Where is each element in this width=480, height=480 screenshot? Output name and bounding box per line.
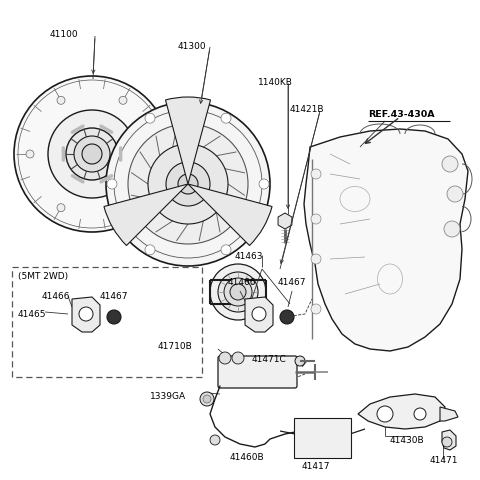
Circle shape [178,175,198,194]
Text: 41466: 41466 [42,291,71,300]
Circle shape [221,114,231,124]
Circle shape [377,406,393,422]
FancyArrowPatch shape [72,177,83,182]
FancyBboxPatch shape [294,418,351,458]
Wedge shape [188,185,272,246]
Circle shape [447,187,463,203]
Polygon shape [245,298,273,332]
Circle shape [107,311,121,324]
Circle shape [218,273,258,312]
Circle shape [280,311,294,324]
Circle shape [128,125,248,244]
Circle shape [295,356,305,366]
Circle shape [311,304,321,314]
Text: 41421B: 41421B [290,105,324,114]
Text: 41471: 41471 [430,455,458,464]
Text: 41467: 41467 [100,291,129,300]
Wedge shape [104,185,188,246]
Circle shape [82,144,102,165]
Text: 41466: 41466 [228,277,256,287]
Circle shape [106,103,270,266]
FancyArrowPatch shape [72,127,83,133]
Circle shape [224,278,252,306]
Circle shape [232,352,244,364]
Wedge shape [166,98,211,185]
Text: (5MT 2WD): (5MT 2WD) [18,271,68,280]
Circle shape [230,285,246,300]
Polygon shape [72,298,100,332]
Polygon shape [442,430,456,450]
Circle shape [200,392,214,406]
Circle shape [119,204,127,212]
Circle shape [414,408,426,420]
Circle shape [57,97,65,105]
Text: 41300: 41300 [178,42,206,51]
Circle shape [74,137,110,173]
Circle shape [221,245,231,255]
Circle shape [311,254,321,264]
Circle shape [166,163,210,206]
Circle shape [148,144,228,225]
Text: 41100: 41100 [50,30,79,39]
Text: 41463: 41463 [235,252,264,261]
Text: 41417: 41417 [302,461,331,470]
Polygon shape [278,214,292,229]
Text: 41465: 41465 [18,309,47,318]
Polygon shape [304,130,468,351]
Circle shape [145,245,155,255]
Circle shape [311,215,321,225]
Text: 1140KB: 1140KB [258,78,293,87]
Circle shape [210,264,266,320]
Circle shape [107,180,117,190]
Text: 41710B: 41710B [158,341,193,350]
Circle shape [442,156,458,173]
Circle shape [259,180,269,190]
Text: 41430B: 41430B [390,435,425,444]
FancyArrowPatch shape [101,177,112,182]
Circle shape [203,395,211,403]
Polygon shape [358,394,445,429]
Circle shape [252,307,266,321]
Circle shape [145,114,155,124]
Polygon shape [440,407,458,421]
Circle shape [14,77,170,232]
Circle shape [26,151,34,159]
Circle shape [66,129,118,180]
Circle shape [442,437,452,447]
Text: 41467: 41467 [278,277,307,287]
Text: 41471C: 41471C [252,354,287,363]
Text: REF.43-430A: REF.43-430A [368,110,434,119]
Circle shape [119,97,127,105]
Circle shape [79,307,93,321]
Circle shape [311,169,321,180]
FancyBboxPatch shape [218,356,297,388]
Circle shape [150,151,158,159]
Circle shape [57,204,65,212]
Circle shape [219,352,231,364]
Circle shape [210,435,220,445]
FancyArrowPatch shape [101,127,112,133]
Text: 1339GA: 1339GA [150,391,186,400]
Circle shape [48,111,136,199]
Text: 41460B: 41460B [230,452,264,461]
Circle shape [444,222,460,238]
